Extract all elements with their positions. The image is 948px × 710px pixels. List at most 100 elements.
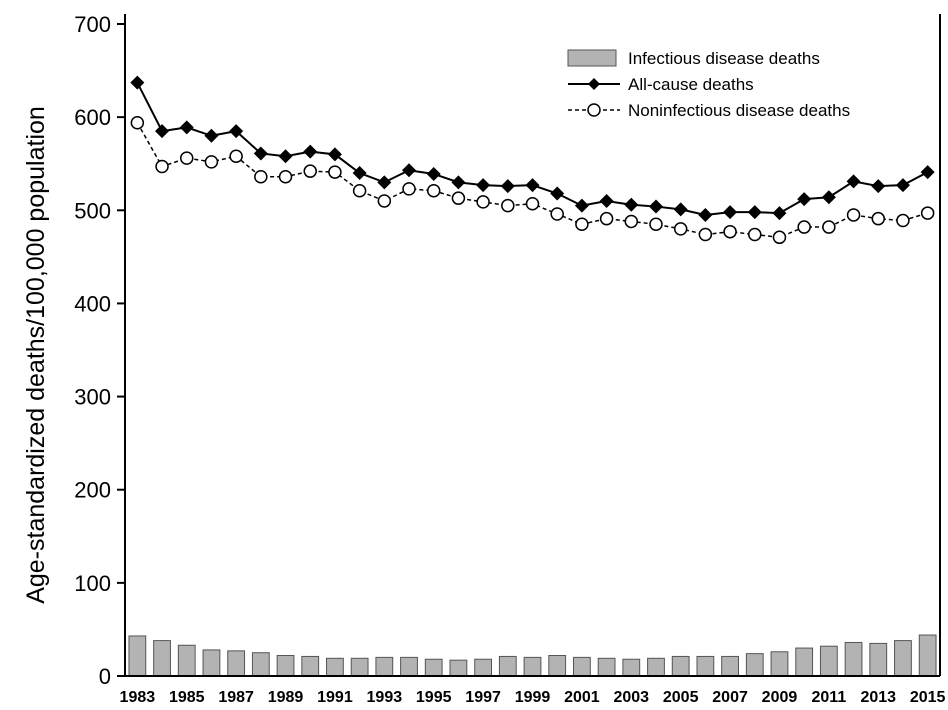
noninfectious-point xyxy=(575,217,589,232)
infectious-bar xyxy=(498,655,517,677)
infectious-bar xyxy=(819,645,838,677)
all-cause-point xyxy=(451,175,466,190)
noninfectious-point xyxy=(254,170,268,184)
all-cause-point xyxy=(574,198,589,213)
legend-swatch-bar xyxy=(567,49,617,67)
all-cause-point xyxy=(155,124,170,139)
all-cause-point xyxy=(846,174,861,189)
infectious-bar xyxy=(424,658,443,677)
all-cause-point xyxy=(402,163,417,178)
noninfectious-point xyxy=(846,208,861,222)
noninfectious-point xyxy=(303,164,317,178)
x-tick-label: 1993 xyxy=(367,689,403,706)
infectious-bar xyxy=(671,655,690,677)
noninfectious-point xyxy=(871,211,886,226)
noninfectious-point xyxy=(649,217,663,232)
infectious-bar xyxy=(572,656,591,677)
infectious-bar xyxy=(745,653,764,677)
x-tick-label: 2001 xyxy=(564,689,600,706)
noninfectious-point xyxy=(229,149,243,164)
all-cause-point xyxy=(797,192,812,207)
all-cause-point xyxy=(303,144,318,159)
all-cause-point xyxy=(599,193,614,208)
y-tick-label: 200 xyxy=(74,478,111,503)
noninfectious-point xyxy=(476,195,490,209)
noninfectious-point xyxy=(822,220,836,234)
y-tick-label: 500 xyxy=(74,198,111,223)
x-tick-label: 1997 xyxy=(465,689,501,706)
x-tick-label: 1983 xyxy=(120,689,156,706)
x-tick-label: 1989 xyxy=(268,689,304,706)
infectious-bar xyxy=(523,656,542,677)
noninfectious-point xyxy=(377,194,392,208)
noninfectious-point xyxy=(155,159,169,174)
x-tick-label: 2011 xyxy=(812,689,847,706)
all-cause-point xyxy=(500,179,515,194)
infectious-bar xyxy=(894,640,912,677)
x-ticks: 1983 1985 1987 1989 1991 1993 1995 1997 1999 2001… xyxy=(120,689,946,706)
all-cause-point xyxy=(179,120,194,135)
infectious-bars-layer xyxy=(128,634,937,677)
x-tick-label: 1987 xyxy=(218,689,254,706)
all-cause-point xyxy=(624,197,639,212)
infectious-bar xyxy=(202,649,221,677)
y-tick-label: 100 xyxy=(74,571,111,596)
x-tick-label: 2015 xyxy=(910,689,946,706)
infectious-bar xyxy=(869,642,888,677)
infectious-bar xyxy=(795,647,814,677)
all-cause-point xyxy=(253,146,268,161)
noninfectious-point xyxy=(402,182,416,196)
infectious-bar xyxy=(326,657,344,677)
infectious-bar xyxy=(770,651,789,677)
x-tick-label: 1985 xyxy=(169,689,205,706)
noninfectious-point xyxy=(673,222,688,236)
noninfectious-point xyxy=(328,165,342,179)
infectious-bar xyxy=(647,657,665,677)
y-tick-label: 300 xyxy=(74,385,111,410)
infectious-bar xyxy=(597,657,616,677)
all-cause-point xyxy=(895,178,910,193)
noninfectious-point xyxy=(599,211,614,226)
all-cause-point xyxy=(821,190,836,205)
infectious-bar xyxy=(721,655,739,677)
infectious-bar xyxy=(474,658,493,677)
legend-marker-diamond xyxy=(588,78,600,90)
all-cause-point xyxy=(352,166,367,181)
x-tick-label: 1999 xyxy=(515,689,551,706)
x-tick-label: 1995 xyxy=(416,689,452,706)
y-ticks: 0 100 200 300 400 500 600 700 xyxy=(74,12,125,689)
all-cause-point xyxy=(377,175,392,190)
legend-marker-circle xyxy=(587,103,601,117)
lines-layer xyxy=(130,75,935,245)
infectious-bar xyxy=(128,635,147,677)
all-cause-point xyxy=(772,206,787,221)
x-tick-label: 2009 xyxy=(762,689,798,706)
all-cause-point xyxy=(723,205,738,220)
y-tick-label: 400 xyxy=(74,291,111,316)
legend-label: All-cause deaths xyxy=(628,75,754,94)
infectious-bar xyxy=(918,634,937,677)
infectious-bar xyxy=(622,658,641,677)
noninfectious-point xyxy=(772,230,787,245)
noninfectious-point xyxy=(550,207,564,221)
all-cause-point xyxy=(229,124,244,139)
all-cause-point xyxy=(920,165,935,180)
noninfectious-point xyxy=(130,115,145,130)
infectious-bar xyxy=(350,657,369,677)
infectious-bar xyxy=(449,659,468,677)
x-tick-label: 2005 xyxy=(663,689,699,706)
all-cause-point xyxy=(327,147,342,162)
y-axis-label: Age-standardized deaths/100,000 populati… xyxy=(22,106,50,604)
all-cause-point xyxy=(426,166,441,181)
all-cause-point xyxy=(648,199,663,214)
noninfectious-point xyxy=(179,151,194,165)
all-cause-point xyxy=(204,128,219,143)
infectious-bar xyxy=(375,656,394,677)
noninfectious-point xyxy=(698,227,713,242)
infectious-bar xyxy=(177,644,196,677)
legend-label: Infectious disease deaths xyxy=(628,49,820,68)
all-cause-point xyxy=(673,202,688,217)
all-cause-point xyxy=(278,149,293,164)
infectious-bar xyxy=(251,652,270,677)
